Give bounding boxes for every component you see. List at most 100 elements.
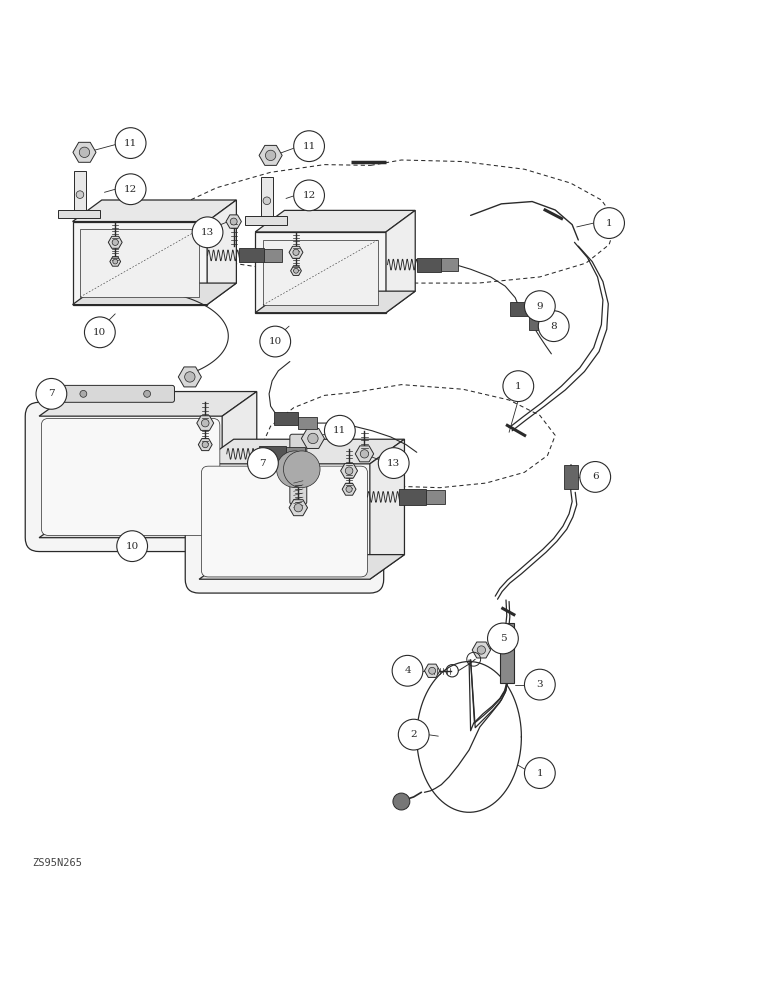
Polygon shape [472,642,491,658]
Circle shape [346,486,352,492]
Polygon shape [199,439,405,464]
Circle shape [84,317,115,348]
Polygon shape [199,555,405,579]
Polygon shape [425,664,440,677]
Circle shape [185,372,195,382]
Text: 7: 7 [259,459,266,468]
Text: 10: 10 [126,542,139,551]
Polygon shape [256,291,415,313]
Circle shape [580,462,611,492]
Circle shape [113,259,117,264]
Polygon shape [289,246,303,258]
Circle shape [76,191,84,198]
Circle shape [230,218,237,225]
Text: 3: 3 [537,680,543,689]
Circle shape [503,371,533,402]
Polygon shape [263,240,378,305]
Circle shape [115,174,146,205]
Text: 13: 13 [387,459,401,468]
Circle shape [293,180,324,211]
Circle shape [398,719,429,750]
Circle shape [266,150,276,161]
Polygon shape [59,210,100,218]
Circle shape [594,208,625,238]
Circle shape [202,442,208,448]
Circle shape [345,467,353,475]
Polygon shape [207,200,236,305]
Polygon shape [108,236,122,248]
FancyBboxPatch shape [42,418,220,535]
Text: 4: 4 [405,666,411,675]
Polygon shape [386,210,415,313]
FancyBboxPatch shape [417,258,442,272]
FancyBboxPatch shape [274,412,298,425]
Polygon shape [301,428,324,448]
Text: 10: 10 [269,337,282,346]
Text: ZS95N265: ZS95N265 [32,858,82,868]
Circle shape [392,655,423,686]
Text: 7: 7 [48,389,55,398]
Text: 10: 10 [93,328,107,337]
Polygon shape [342,483,356,495]
Polygon shape [73,142,96,162]
Circle shape [488,623,518,654]
FancyBboxPatch shape [264,249,282,262]
Circle shape [324,415,355,446]
Polygon shape [259,145,282,165]
FancyBboxPatch shape [510,302,533,316]
Circle shape [276,451,313,488]
FancyBboxPatch shape [239,248,264,262]
FancyBboxPatch shape [298,417,317,429]
Polygon shape [289,500,307,516]
Polygon shape [73,283,236,305]
Polygon shape [110,257,120,266]
Polygon shape [39,513,257,538]
Polygon shape [256,232,386,313]
Circle shape [144,390,151,397]
Polygon shape [198,439,212,451]
FancyBboxPatch shape [56,385,174,402]
FancyBboxPatch shape [259,446,286,462]
Polygon shape [222,392,257,538]
Text: 5: 5 [499,634,506,643]
Polygon shape [262,177,273,225]
Polygon shape [73,200,236,222]
Text: 6: 6 [592,472,598,481]
Circle shape [308,433,318,444]
Text: 11: 11 [124,139,137,148]
Text: 11: 11 [303,142,316,151]
Circle shape [293,131,324,162]
Circle shape [294,504,303,512]
Circle shape [538,311,569,342]
Circle shape [36,378,66,409]
FancyBboxPatch shape [286,447,305,461]
Circle shape [80,390,86,397]
Circle shape [524,291,555,322]
Circle shape [248,448,279,478]
Circle shape [283,451,320,488]
Polygon shape [74,171,86,218]
Circle shape [293,268,299,273]
Polygon shape [39,392,257,416]
Text: 11: 11 [334,426,347,435]
Circle shape [524,758,555,788]
FancyBboxPatch shape [533,303,548,315]
FancyBboxPatch shape [185,450,384,593]
Circle shape [80,147,90,158]
Polygon shape [80,229,199,297]
FancyBboxPatch shape [564,465,577,489]
Circle shape [378,448,409,478]
FancyBboxPatch shape [425,490,445,504]
FancyBboxPatch shape [201,466,367,577]
Text: 12: 12 [303,191,316,200]
Text: 1: 1 [515,382,522,391]
Circle shape [477,646,486,654]
Polygon shape [256,210,415,232]
Circle shape [263,197,271,205]
Circle shape [361,450,368,458]
Circle shape [393,793,410,810]
Circle shape [117,531,147,562]
FancyBboxPatch shape [290,434,306,504]
Circle shape [201,419,209,427]
Polygon shape [73,222,207,305]
